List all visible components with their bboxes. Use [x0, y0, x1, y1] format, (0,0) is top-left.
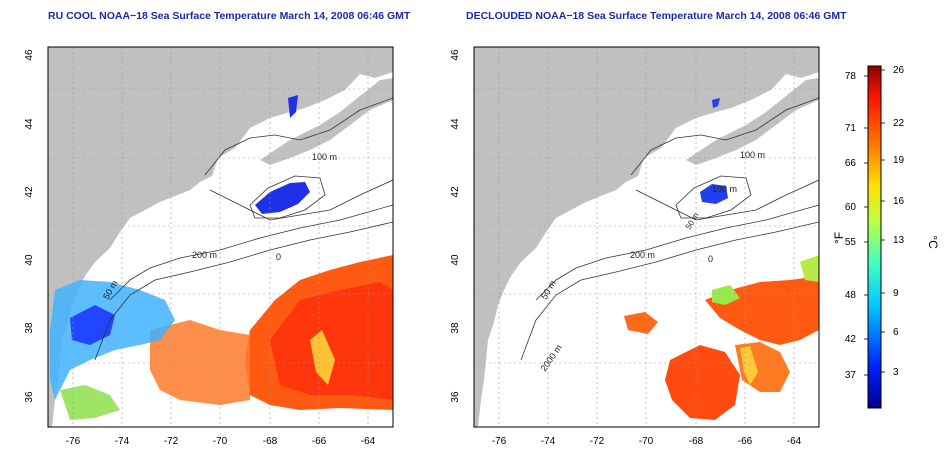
land-mass [474, 47, 819, 427]
f-tick-label: 66 [845, 158, 857, 169]
celsius-axis-label: °C [926, 235, 940, 249]
y-tick-label: 40 [24, 254, 35, 266]
c-tick-label: 9 [893, 288, 899, 299]
right-x-ticks: -76 -74 -72 -70 -68 -66 -64 [492, 436, 802, 447]
y-tick-label: 40 [450, 254, 461, 266]
nova-scotia [260, 78, 393, 165]
x-tick-label: -66 [738, 436, 753, 447]
right-y-ticks: 36 38 40 42 44 46 [450, 49, 461, 403]
contour-label: 200 m [630, 250, 655, 260]
contour-label: 100 m [740, 150, 765, 160]
colorbar-tick-marks [864, 69, 885, 376]
colorbar-f-ticks: 78 71 66 60 55 48 42 37 [845, 71, 857, 381]
gulf-maine-cold [288, 95, 298, 118]
f-tick-label: 71 [845, 123, 857, 134]
f-tick-label: 37 [845, 370, 857, 381]
sst-hot-core [270, 282, 393, 400]
sst-mixed-region [150, 320, 250, 405]
y-tick-label: 44 [450, 118, 461, 130]
georges-bank-cold [700, 184, 728, 204]
left-x-ticks: -76 -74 -72 -70 -68 -66 -64 [66, 436, 376, 447]
sst-orange-patch [624, 312, 658, 334]
colorbar-gradient [867, 65, 882, 409]
x-tick-label: -68 [263, 436, 278, 447]
sst-yellow-streak [740, 346, 758, 385]
c-tick-label: 19 [893, 155, 905, 166]
c-tick-label: 6 [893, 327, 899, 338]
fahrenheit-axis-label: °F [832, 232, 846, 244]
f-tick-label: 42 [845, 334, 857, 345]
contour-2000m [520, 221, 819, 361]
f-tick-label: 78 [845, 71, 857, 82]
x-tick-label: -70 [213, 436, 228, 447]
contour-label: 0 [276, 252, 281, 262]
sst-warm-patch [665, 345, 740, 420]
x-tick-label: -68 [689, 436, 704, 447]
contour-label: 100 m [712, 184, 737, 194]
contour-100m [209, 179, 393, 221]
x-tick-label: -72 [164, 436, 179, 447]
sst-cool-shelf [50, 280, 175, 400]
contour-2000m [94, 221, 393, 361]
right-grid [474, 47, 819, 427]
y-tick-label: 44 [24, 118, 35, 130]
colorbar-c-ticks: 26 22 19 16 13 9 6 3 [893, 65, 905, 378]
right-panel-title: DECLOUDED NOAA−18 Sea Surface Temperatur… [466, 10, 847, 22]
f-tick-label: 48 [845, 290, 857, 301]
contour-100m [635, 179, 819, 221]
sst-cold-patch [70, 305, 115, 345]
sst-green-patch [712, 285, 740, 305]
y-tick-label: 46 [24, 49, 35, 61]
y-tick-label: 46 [450, 49, 461, 61]
y-tick-label: 42 [24, 186, 35, 198]
left-y-ticks: 36 38 40 42 44 46 [24, 49, 35, 403]
f-tick-label: 55 [845, 237, 857, 248]
contour-label: 200 m [192, 250, 217, 260]
contour-200m [109, 204, 393, 301]
contour-label: 100 m [312, 152, 337, 162]
left-panel-title: RU COOL NOAA−18 Sea Surface Temperature … [48, 10, 411, 22]
f-tick-label: 60 [845, 202, 857, 213]
x-tick-label: -64 [361, 436, 376, 447]
c-tick-label: 26 [893, 65, 905, 76]
x-tick-label: -74 [115, 436, 130, 447]
gulf-maine-cold [712, 98, 720, 108]
nova-scotia [686, 78, 819, 165]
contour-label: 0 [708, 254, 713, 264]
x-tick-label: -76 [492, 436, 507, 447]
y-tick-label: 42 [450, 186, 461, 198]
contour-gom [630, 97, 819, 176]
x-tick-label: -74 [541, 436, 556, 447]
sst-yellow-streak [310, 330, 335, 385]
c-tick-label: 3 [893, 367, 899, 378]
y-tick-label: 36 [24, 391, 35, 403]
y-tick-label: 38 [450, 322, 461, 334]
land-mass [48, 47, 393, 427]
c-tick-label: 16 [893, 196, 905, 207]
georges-bank-cold [255, 182, 310, 214]
y-tick-label: 36 [450, 391, 461, 403]
contour-georges [249, 175, 326, 219]
x-tick-label: -64 [787, 436, 802, 447]
sst-green-patch [800, 255, 819, 282]
right-map-frame [473, 46, 820, 428]
right-map-panel: 100 m 200 m 50 m 100 m 50 m 2000 m 0 -76… [450, 46, 820, 447]
temperature-colorbar: 78 71 66 60 55 48 42 37 26 22 19 16 13 9… [832, 65, 940, 409]
contour-gom [204, 97, 393, 176]
x-tick-label: -66 [312, 436, 327, 447]
left-grid [48, 47, 393, 427]
y-tick-label: 38 [24, 322, 35, 334]
left-map-panel: 100 m 200 m 50 m 0 -76 -74 -72 -70 -68 -… [24, 46, 394, 447]
x-tick-label: -70 [639, 436, 654, 447]
x-tick-label: -72 [590, 436, 605, 447]
c-tick-label: 22 [893, 118, 905, 129]
contour-georges [675, 175, 752, 219]
x-tick-label: -76 [66, 436, 81, 447]
sst-green-patch [60, 385, 120, 420]
left-map-frame [47, 46, 394, 428]
c-tick-label: 13 [893, 235, 905, 246]
contour-200m [535, 204, 819, 301]
